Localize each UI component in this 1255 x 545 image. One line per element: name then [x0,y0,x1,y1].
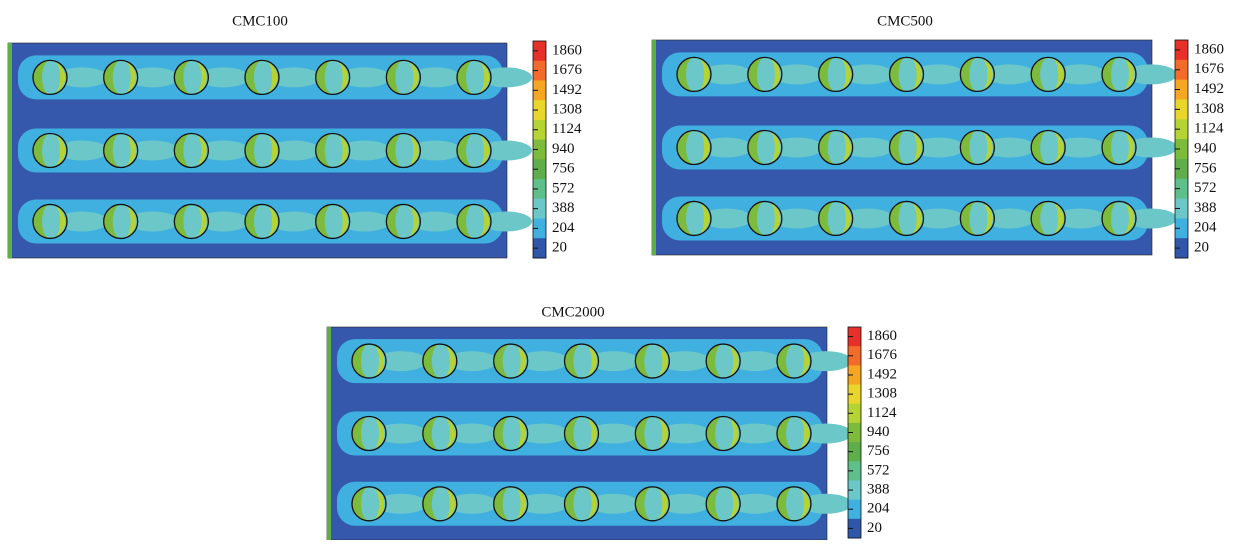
colorbar-label: 756 [1194,160,1217,176]
inlet-strip [327,327,331,540]
colorbar-label: 20 [867,520,882,536]
colorbar-label: 204 [1194,220,1217,236]
panel-title: CMC100 [232,13,288,29]
colorbar-label: 756 [867,443,890,459]
panel-title: CMC500 [877,13,933,29]
colorbar-label: 204 [867,501,890,517]
colorbar-label: 572 [867,462,890,478]
colorbar-label: 1860 [867,328,897,344]
inlet-strip [652,40,656,255]
colorbar-label: 388 [552,200,575,216]
colorbar-label: 1676 [1194,61,1225,77]
colorbar-label: 756 [552,161,575,177]
colorbar-label: 1492 [867,366,897,382]
colorbar-label: 1676 [552,62,583,78]
colorbar-label: 1124 [552,121,582,137]
inlet-strip [8,43,12,258]
colorbar-label: 1124 [867,405,897,421]
colorbar-label: 1860 [1194,41,1224,57]
colorbar-label: 572 [1194,180,1217,196]
colorbar-label: 20 [552,240,567,256]
colorbar-label: 1860 [552,42,582,58]
colorbar-label: 572 [552,180,575,196]
colorbar-label: 940 [552,141,575,157]
colorbar-label: 1492 [1194,81,1224,97]
colorbar-label: 1676 [867,347,898,363]
colorbar-label: 20 [1194,240,1209,256]
figure: CMC100 1860 1676 1492 1308 1124 940 756 572 388 20… [0,0,1255,540]
colorbar-label: 1308 [1194,101,1224,117]
panel-title: CMC2000 [541,304,604,320]
colorbar-label: 1492 [552,82,582,98]
contour-plot [8,43,532,258]
colorbar-label: 204 [552,220,575,236]
colorbar-label: 388 [1194,200,1217,216]
contour-plot [327,327,852,540]
colorbar-label: 1308 [552,101,582,117]
colorbar-label: 1124 [1194,121,1224,137]
colorbar-label: 940 [1194,140,1217,156]
colorbar-label: 388 [867,481,890,497]
contour-plot [652,40,1177,255]
colorbar-label: 1308 [867,386,897,402]
colorbar-label: 940 [867,424,890,440]
